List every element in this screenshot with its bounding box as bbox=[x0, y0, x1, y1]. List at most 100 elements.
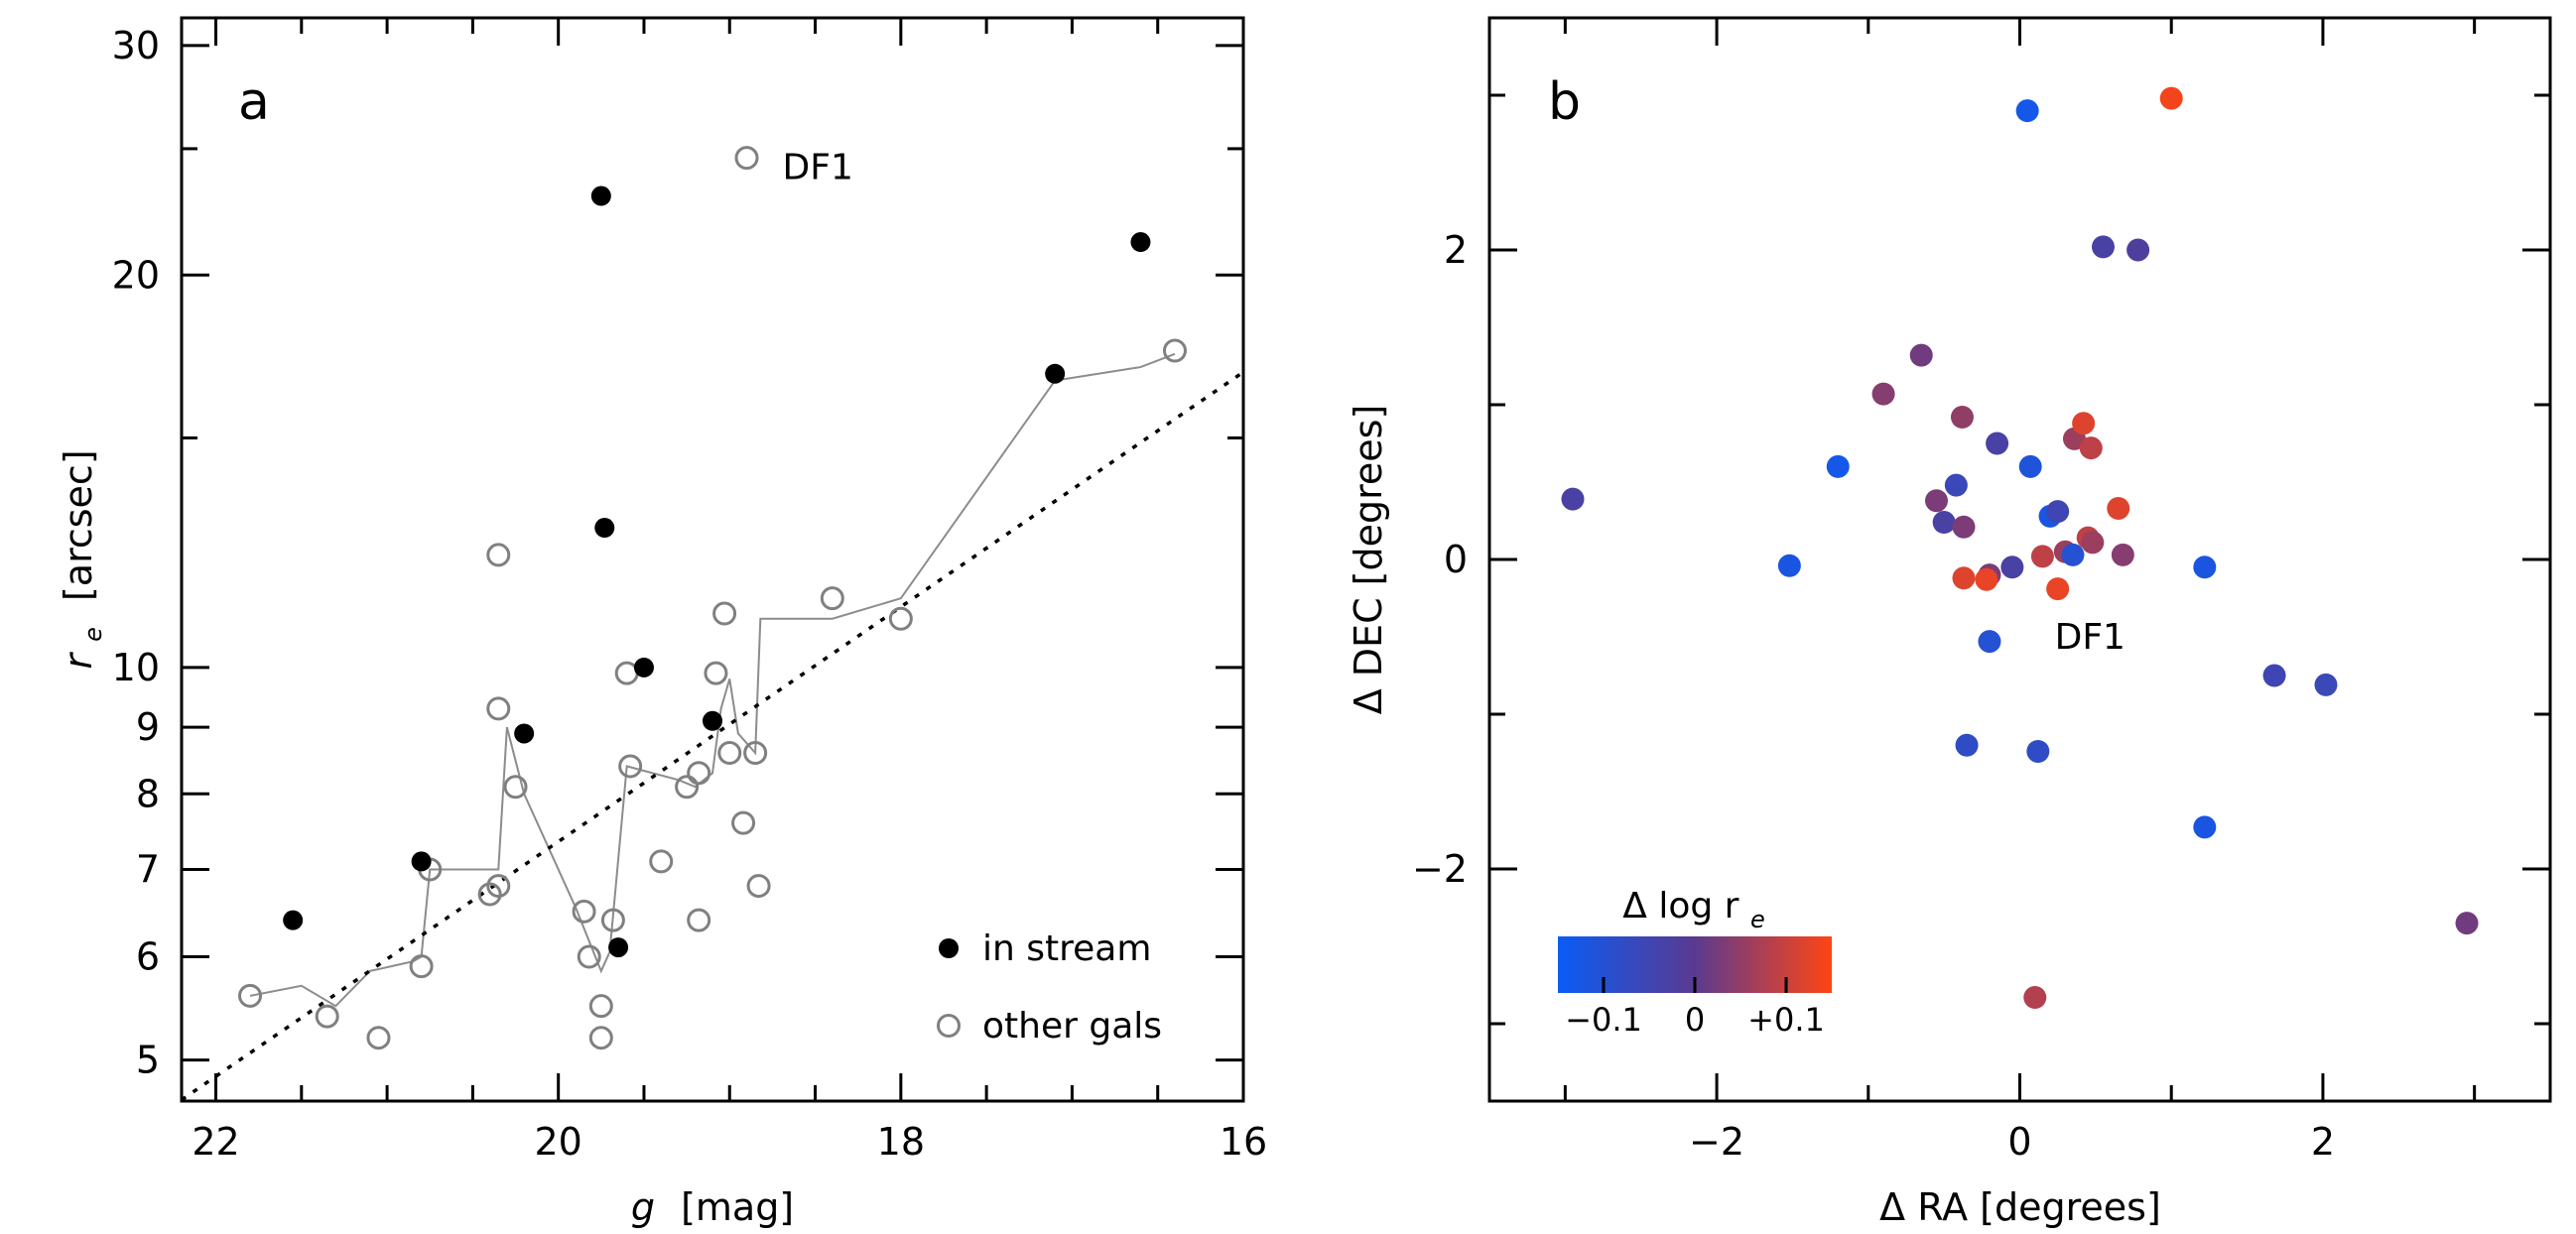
panel-b-annotation-df1: DF1 bbox=[2055, 617, 2125, 658]
b-point bbox=[2126, 238, 2150, 262]
b-point bbox=[2193, 815, 2217, 839]
b-ytick-label: 0 bbox=[1444, 538, 1468, 581]
a-running-median-line bbox=[249, 352, 1176, 1008]
a-point-other-gal bbox=[743, 741, 768, 766]
b-point bbox=[2107, 497, 2130, 521]
a-xtick-label: 22 bbox=[192, 1120, 239, 1164]
a-fit-line bbox=[181, 370, 1244, 1102]
panel-a-tick-labels: 22 20 18 16 5 6 7 8 9 10 20 30 bbox=[112, 24, 1268, 1164]
b-point bbox=[1871, 382, 1895, 406]
b-point bbox=[2030, 545, 2054, 568]
panel-a-ylabel: r e [arcsec] bbox=[57, 449, 110, 669]
legend-marker-other-gals bbox=[937, 1014, 961, 1038]
b-point bbox=[1975, 567, 1998, 591]
panel-b-points bbox=[1561, 86, 2479, 1009]
a-ytick-label: 10 bbox=[112, 646, 160, 689]
a-point-other-gal bbox=[618, 754, 643, 779]
panel-a: 22 20 18 16 5 6 7 8 9 10 20 30 a DF1 g [mag] r e [a… bbox=[57, 16, 1268, 1229]
b-point bbox=[2023, 985, 2047, 1009]
a-point-other-gal bbox=[572, 899, 596, 924]
b-xtick-label: 2 bbox=[2311, 1120, 2335, 1164]
a-point-in-stream bbox=[594, 518, 615, 539]
b-point bbox=[2015, 99, 2039, 123]
b-point bbox=[1955, 733, 1979, 757]
colorbar-tick-label: +0.1 bbox=[1747, 1001, 1825, 1039]
legend-marker-in-stream bbox=[939, 938, 959, 958]
colorbar-ticks: −0.1 0 +0.1 bbox=[1565, 977, 1825, 1039]
a-point-other-gal bbox=[687, 761, 711, 786]
a-point-other-gal bbox=[577, 944, 601, 969]
a-point-in-stream bbox=[411, 851, 432, 872]
a-point-in-stream bbox=[608, 937, 629, 958]
a-point-other-gal bbox=[717, 741, 742, 766]
panel-b-tick-labels: −2 0 2 −2 0 2 bbox=[1412, 228, 2335, 1164]
colorbar-title-main: Δ log r bbox=[1622, 886, 1739, 926]
a-point-other-gal bbox=[409, 954, 434, 979]
a-xtick-label: 16 bbox=[1220, 1120, 1267, 1164]
a-ytick-label: 5 bbox=[136, 1039, 160, 1082]
a-point-other-gal bbox=[734, 146, 759, 171]
b-point bbox=[1944, 473, 1968, 497]
panel-b-xlabel: Δ RA [degrees] bbox=[1879, 1185, 2161, 1229]
a-point-other-gal bbox=[486, 696, 511, 721]
a-point-other-gal bbox=[731, 810, 756, 835]
a-point-other-gal bbox=[649, 849, 674, 874]
a-point-other-gal bbox=[600, 908, 625, 932]
legend-label-in-stream: in stream bbox=[982, 928, 1151, 969]
a-xtick-label: 18 bbox=[877, 1120, 925, 1164]
b-point bbox=[2314, 673, 2338, 696]
b-point bbox=[2193, 555, 2217, 579]
b-point bbox=[1909, 343, 1933, 367]
b-point bbox=[2159, 86, 2183, 110]
b-point bbox=[2046, 577, 2070, 601]
b-point bbox=[1952, 566, 1976, 590]
panel-a-ylabel-unit: [arcsec] bbox=[57, 449, 100, 601]
panel-a-frame bbox=[180, 16, 1245, 1103]
a-point-other-gal bbox=[477, 882, 502, 907]
a-point-other-gal bbox=[588, 994, 613, 1019]
b-point bbox=[1561, 487, 1585, 511]
b-point bbox=[1925, 489, 1949, 513]
panel-a-ylabel-sub: e bbox=[79, 627, 107, 642]
a-ytick-label: 7 bbox=[136, 848, 160, 892]
b-ytick-label: −2 bbox=[1412, 847, 1468, 891]
a-ytick-label: 20 bbox=[112, 253, 160, 297]
b-point bbox=[1986, 432, 2009, 455]
panel-a-xlabel-var: g bbox=[631, 1185, 655, 1229]
panel-b-colorbar: Δ log r e −0.1 0 +0.1 bbox=[1558, 886, 1832, 1039]
a-ytick-label: 6 bbox=[136, 935, 160, 979]
a-point-in-stream bbox=[633, 657, 654, 678]
b-point bbox=[2091, 235, 2115, 259]
colorbar-tick-label: 0 bbox=[1685, 1001, 1705, 1039]
b-point bbox=[2026, 739, 2050, 763]
b-xtick-label: 0 bbox=[2007, 1120, 2031, 1164]
panel-a-legend: in stream other gals bbox=[937, 928, 1162, 1047]
b-point bbox=[2018, 454, 2042, 478]
panel-a-lines bbox=[181, 352, 1244, 1102]
panel-a-ticks bbox=[182, 18, 1245, 1101]
b-point bbox=[2046, 500, 2070, 524]
a-point-other-gal bbox=[614, 661, 639, 685]
panel-b-ticks bbox=[1489, 18, 2550, 1101]
a-point-other-gal bbox=[366, 1026, 391, 1050]
panel-a-annotation-df1: DF1 bbox=[783, 147, 853, 187]
a-point-in-stream bbox=[514, 723, 535, 744]
b-point bbox=[2081, 531, 2105, 555]
panel-a-points bbox=[238, 146, 1187, 1050]
a-point-in-stream bbox=[703, 710, 722, 731]
a-point-in-stream bbox=[283, 910, 304, 930]
b-point bbox=[2000, 555, 2024, 579]
a-point-other-gal bbox=[588, 1026, 613, 1050]
colorbar-tick-label: −0.1 bbox=[1565, 1001, 1642, 1039]
b-point bbox=[1950, 405, 1974, 429]
panel-b-ylabel: Δ DEC [degrees] bbox=[1347, 405, 1390, 715]
b-point bbox=[2111, 543, 2134, 566]
colorbar-title: Δ log r e bbox=[1622, 886, 1764, 933]
a-ytick-label: 8 bbox=[136, 772, 160, 815]
panel-a-xlabel: g [mag] bbox=[631, 1185, 794, 1229]
legend-label-other-gals: other gals bbox=[982, 1006, 1162, 1047]
a-ytick-label: 9 bbox=[136, 705, 160, 749]
panel-b: −2 0 2 −2 0 2 b DF1 Δ RA [degrees] Δ DEC [deg… bbox=[1347, 16, 2552, 1229]
a-point-other-gal bbox=[712, 601, 737, 626]
